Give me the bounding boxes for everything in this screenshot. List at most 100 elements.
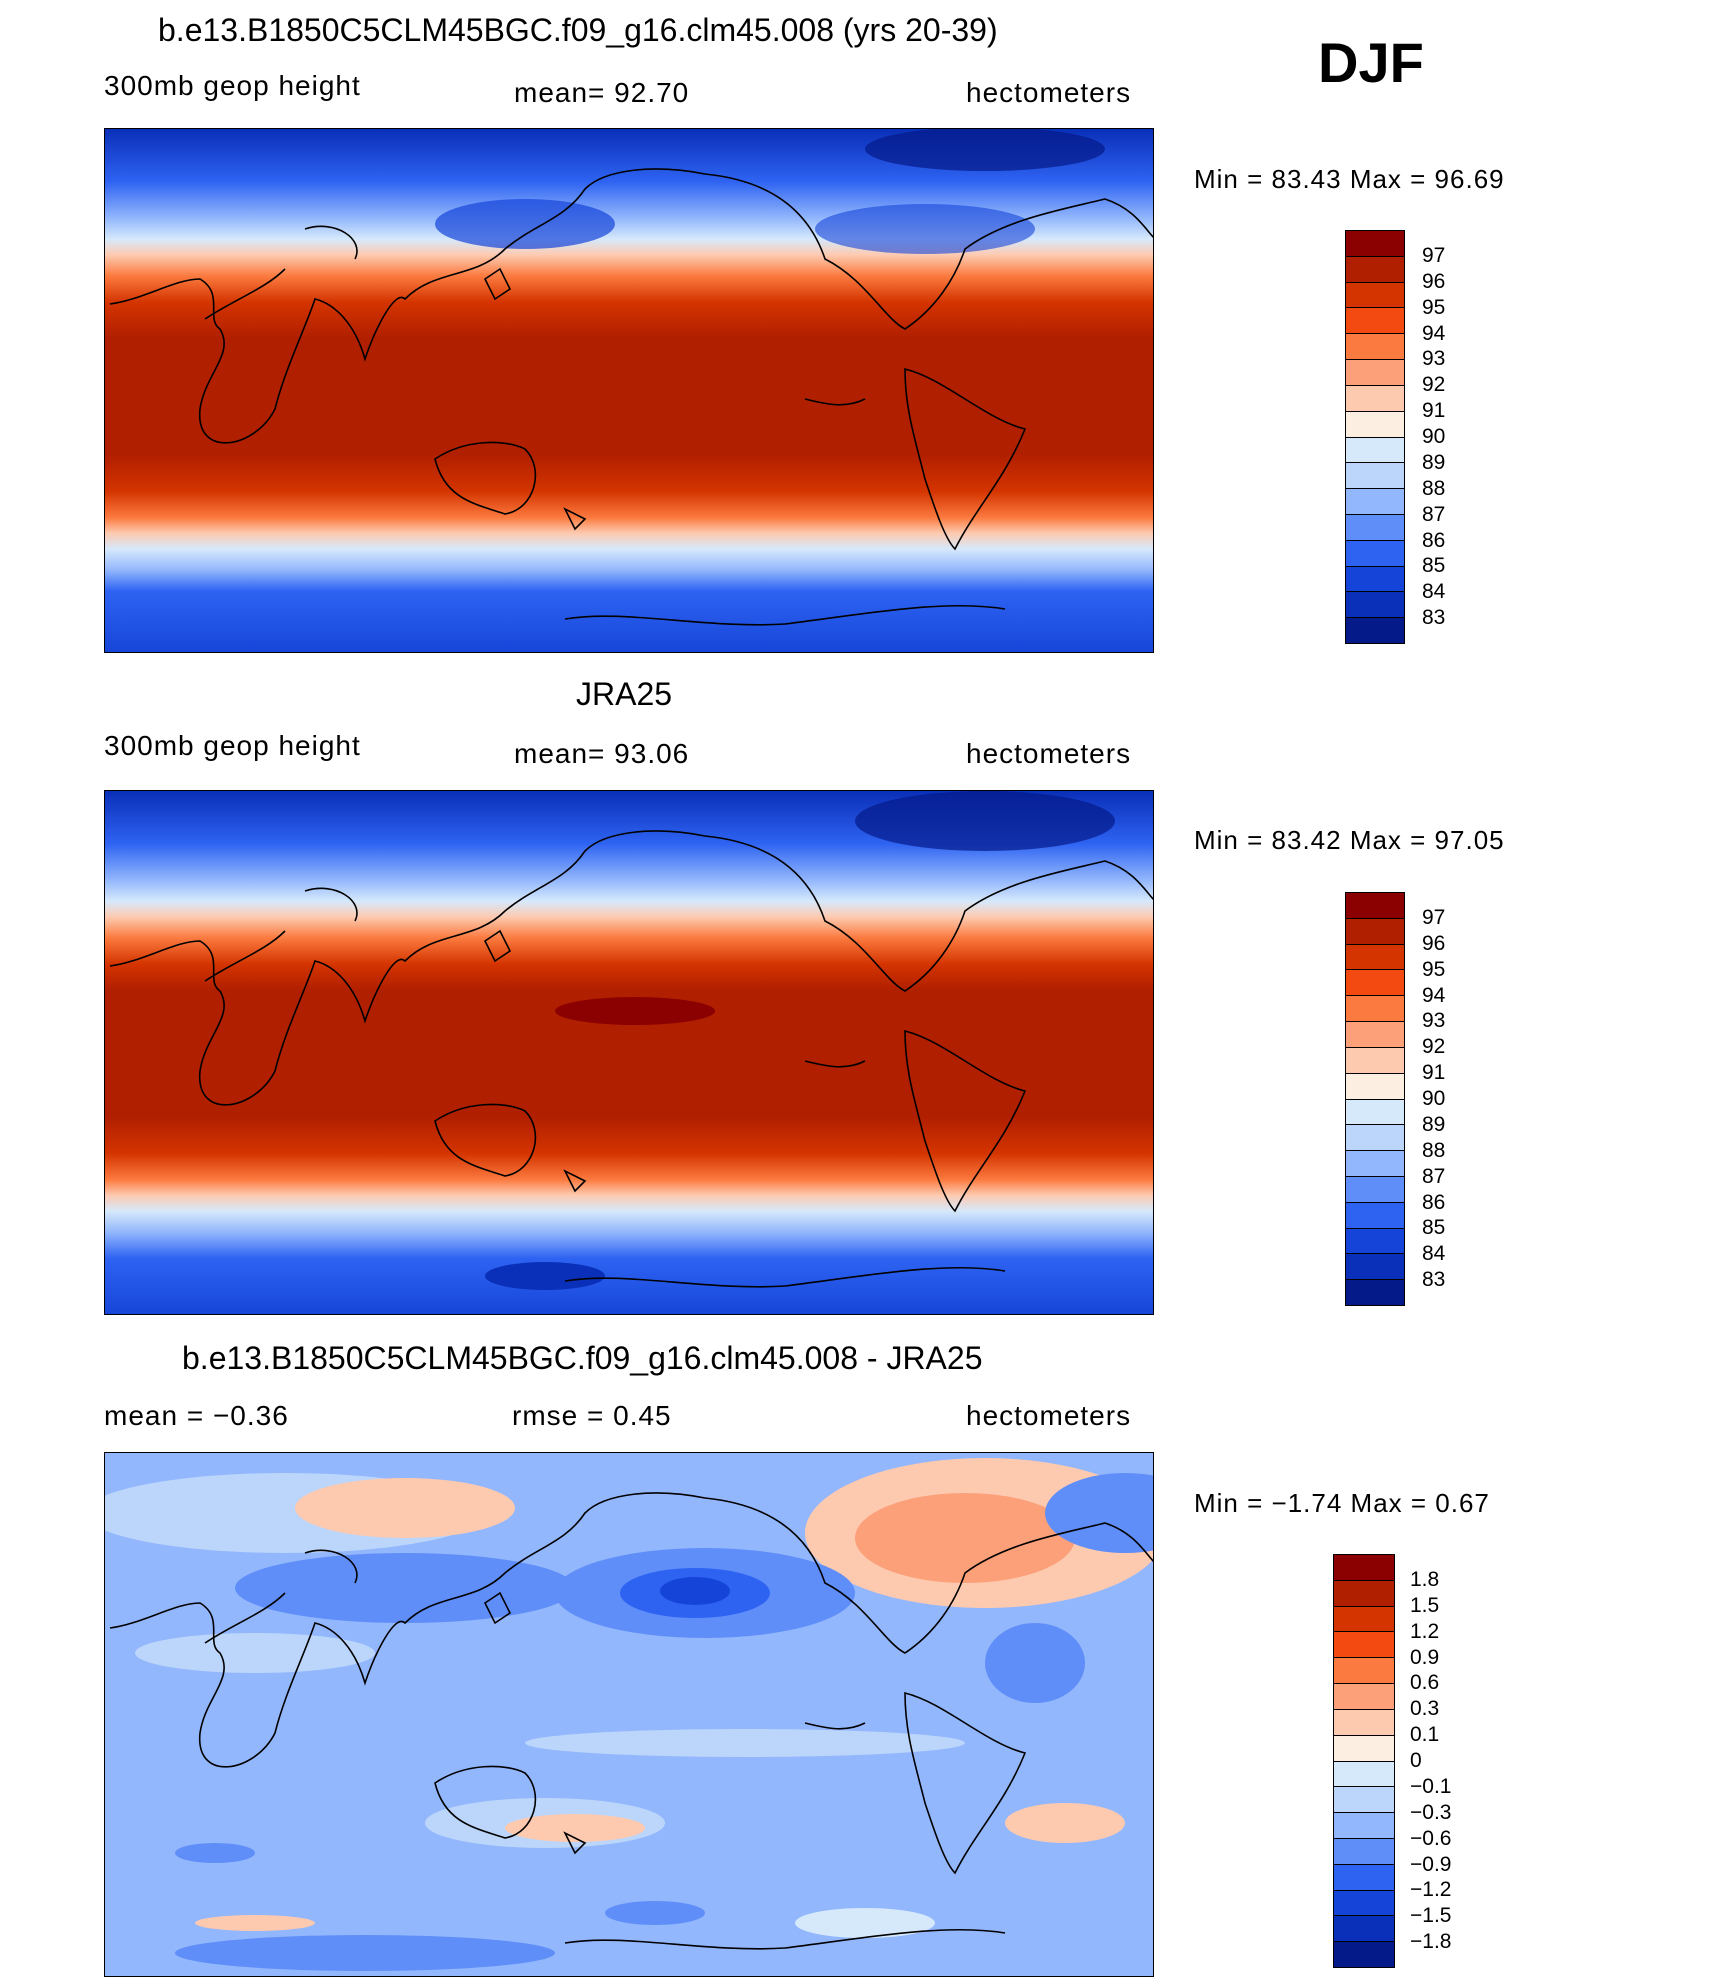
panel-1-polar-low (865, 129, 1105, 171)
panel-3-anom-6 (235, 1553, 575, 1623)
colorbar-tick-label: 96 (1422, 269, 1446, 293)
colorbar-box (1346, 255, 1404, 282)
panel-3-anom-15 (525, 1729, 965, 1757)
panel-1-map (104, 128, 1154, 653)
colorbar-box (1346, 1046, 1404, 1073)
panel-1-contour-field (105, 129, 1153, 652)
colorbar-box (1334, 1812, 1394, 1838)
colorbar-box (1346, 969, 1404, 996)
colorbar-box (1334, 1889, 1394, 1916)
panel-3-contour-field (105, 1453, 1153, 1976)
colorbar-tick-label: 91 (1422, 399, 1446, 423)
colorbar-tick-label: 83 (1422, 1268, 1446, 1292)
colorbar-tick-label: 97 (1422, 243, 1446, 267)
colorbar-box (1346, 1253, 1404, 1280)
colorbar-box (1346, 1227, 1404, 1254)
panel-3-anom-13 (505, 1814, 645, 1842)
colorbar-tick-label: −0.1 (1410, 1774, 1452, 1798)
colorbar-box (1346, 462, 1404, 489)
colorbar-box (1346, 384, 1404, 411)
panel-2-mean-label: mean= 93.06 (514, 738, 690, 769)
panel-2-warm-pool-max (555, 997, 715, 1025)
colorbar-tick-label: 88 (1422, 476, 1446, 500)
panel-3-anom-19 (195, 1915, 315, 1931)
colorbar-tick-label: 1.8 (1410, 1567, 1440, 1591)
panel-1-minmax: Min = 83.43 Max = 96.69 (1194, 164, 1505, 194)
colorbar-tick-label: 85 (1422, 554, 1446, 578)
colorbar-box (1346, 436, 1404, 463)
colorbar-box (1346, 1150, 1404, 1176)
colorbar-box (1346, 539, 1404, 566)
colorbar-box (1334, 1760, 1394, 1787)
colorbar-box (1346, 917, 1404, 944)
colorbar-tick-label: 94 (1422, 321, 1446, 345)
colorbar-box (1334, 1941, 1394, 1967)
panel-2-variable-label: 300mb geop height (104, 730, 361, 761)
panel-1-title: b.e13.B1850C5CLM45BGC.f09_g16.clm45.008 … (158, 12, 998, 48)
panel-2-map (104, 790, 1154, 1315)
panel-3-mean-label: mean = −0.36 (104, 1400, 289, 1431)
panel-3-units-label: hectometers (966, 1400, 1132, 1431)
panel-1-units-label: hectometers (966, 77, 1132, 108)
colorbar-box (1334, 1683, 1394, 1709)
colorbar-box (1346, 281, 1404, 308)
colorbar-box (1346, 1201, 1404, 1228)
colorbar-tick-label: 97 (1422, 905, 1446, 929)
colorbar-tick-label: 87 (1422, 1164, 1446, 1188)
colorbar-tick-label: 87 (1422, 502, 1446, 526)
colorbar-box (1346, 1021, 1404, 1047)
colorbar-tick-label: 95 (1422, 295, 1446, 319)
colorbar-tick-label: 93 (1422, 1009, 1446, 1033)
panel-2-coastlines (109, 830, 1153, 1288)
colorbar-box (1346, 513, 1404, 540)
colorbar-tick-label: 92 (1422, 373, 1446, 397)
colorbar-box (1334, 1555, 1394, 1580)
colorbar-box (1346, 488, 1404, 514)
colorbar-tick-label: 86 (1422, 528, 1446, 552)
colorbar-tick-label: 90 (1422, 1087, 1446, 1110)
colorbar-tick-label: 0 (1410, 1749, 1422, 1772)
colorbar-box (1334, 1837, 1394, 1864)
panel-2-antarctic-low (485, 1262, 605, 1290)
panel-3-anom-17 (605, 1901, 705, 1925)
colorbar-box (1346, 893, 1404, 918)
panel-3-map (104, 1452, 1154, 1977)
panel-1-mean-label: mean= 92.70 (514, 77, 690, 108)
panel-2-contour-field (105, 791, 1153, 1314)
colorbar-box (1334, 1657, 1394, 1684)
colorbar-tick-label: 92 (1422, 1035, 1446, 1059)
colorbar-tick-label: −1.5 (1410, 1904, 1452, 1928)
colorbar-box (1346, 231, 1404, 256)
panel-2-colorbar (1345, 892, 1405, 1306)
panel-3-anom-2 (295, 1478, 515, 1538)
colorbar-tick-label: 89 (1422, 1112, 1446, 1136)
colorbar-tick-label: 84 (1422, 580, 1446, 604)
colorbar-box (1334, 1786, 1394, 1813)
colorbar-box (1346, 1072, 1404, 1099)
colorbar-box (1346, 565, 1404, 592)
colorbar-tick-label: −1.8 (1410, 1930, 1452, 1954)
panel-3-coastlines (109, 1492, 1153, 1950)
colorbar-box (1346, 591, 1404, 618)
colorbar-tick-label: 0.6 (1410, 1671, 1440, 1695)
colorbar-tick-label: −0.9 (1410, 1852, 1452, 1876)
panel-2-minmax: Min = 83.42 Max = 97.05 (1194, 825, 1505, 855)
colorbar-box (1334, 1915, 1394, 1942)
colorbar-tick-label: 1.5 (1410, 1593, 1440, 1617)
panel-3-anom-14 (1005, 1803, 1125, 1843)
colorbar-box (1334, 1631, 1394, 1658)
panel-2-polar-low (855, 791, 1115, 851)
colorbar-tick-label: 91 (1422, 1061, 1446, 1085)
colorbar-tick-label: −0.3 (1410, 1800, 1452, 1824)
panel-3-anom-20 (795, 1908, 935, 1938)
colorbar-tick-label: 95 (1422, 957, 1446, 981)
colorbar-tick-label: 90 (1422, 425, 1446, 448)
panel-3-anom-11 (135, 1633, 375, 1673)
colorbar-box (1346, 943, 1404, 970)
panel-2-units-label: hectometers (966, 738, 1132, 769)
colorbar-box (1334, 1579, 1394, 1606)
colorbar-box (1346, 333, 1404, 360)
panel-1-colorbar (1345, 230, 1405, 644)
colorbar-box (1346, 1279, 1404, 1305)
panel-3-anom-10 (985, 1623, 1085, 1703)
